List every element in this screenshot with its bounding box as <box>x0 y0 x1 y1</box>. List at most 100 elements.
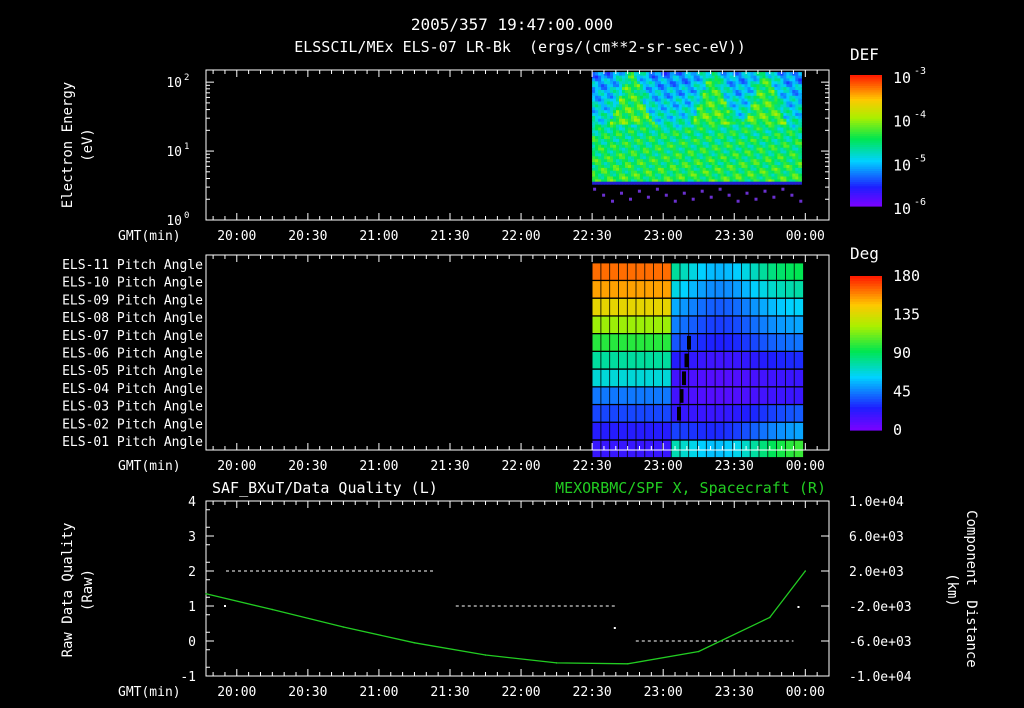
energy-heat-cell <box>628 80 632 85</box>
energy-heat-cell <box>798 92 802 96</box>
energy-heat-cell <box>789 112 793 116</box>
energy-heat-cell <box>684 164 689 168</box>
energy-heat-cell <box>669 175 674 180</box>
energy-heat-cell <box>690 164 695 168</box>
pitch-heat-cell <box>767 351 778 370</box>
energy-heat-cell <box>645 95 650 99</box>
energy-heat-cell <box>777 95 781 99</box>
energy-heat-cell <box>660 129 665 134</box>
energy-heat-cell <box>645 124 650 128</box>
energy-heat-cell <box>622 126 626 131</box>
energy-heat-cell <box>687 149 692 154</box>
energy-heat-cell <box>607 95 611 99</box>
energy-heat-cell <box>639 83 644 88</box>
energy-heat-cell <box>645 132 650 137</box>
energy-heat-cell <box>657 109 662 114</box>
energy-heat-cell <box>747 121 752 125</box>
energy-heat-cell <box>711 126 716 131</box>
pitch-heat-cell <box>688 298 699 317</box>
pitch-heat-cell <box>697 315 708 334</box>
distance-axis-label-2: Distance <box>963 600 979 667</box>
energy-heat-cell <box>631 86 635 90</box>
energy-heat-cell <box>789 181 793 185</box>
energy-heat-cell <box>732 161 737 165</box>
energy-heat-cell <box>625 132 629 137</box>
energy-heat-cell <box>681 89 686 93</box>
energy-heat-cell <box>595 106 599 111</box>
energy-heat-cell <box>642 175 647 180</box>
energy-heat-cell <box>756 141 761 145</box>
energy-heat-cell <box>759 95 764 99</box>
energy-heat-cell <box>592 89 596 93</box>
energy-heat-cell <box>747 112 752 116</box>
energy-heat-cell <box>741 89 746 93</box>
energy-heat-cell <box>622 155 626 160</box>
energy-heat-cell <box>780 155 784 160</box>
energy-heat-cell <box>610 100 614 105</box>
energy-heat-cell <box>613 144 617 148</box>
energy-heat-cell <box>681 98 686 102</box>
energy-heat-cell <box>795 92 799 96</box>
energy-heat-cell <box>783 112 787 116</box>
energy-heat-cell <box>762 124 767 128</box>
energy-heat-cell <box>753 124 758 128</box>
pitch-heat-cell <box>635 351 646 370</box>
pitch-heat-cell <box>600 439 611 458</box>
energy-heat-cell <box>696 144 701 148</box>
energy-heat-cell <box>619 100 623 105</box>
def-colorbar-segment <box>850 127 882 131</box>
energy-heat-cell <box>705 98 710 102</box>
energy-heat-cell <box>607 72 611 76</box>
energy-heat-cell <box>663 106 668 111</box>
pitch-heat-cell <box>705 351 716 370</box>
energy-heat-cell <box>678 173 683 177</box>
energy-heat-cell <box>678 175 683 180</box>
energy-heat-cell <box>625 72 629 76</box>
energy-heat-cell <box>636 106 641 111</box>
energy-heat-cell <box>750 135 755 139</box>
energy-heat-cell <box>613 147 617 151</box>
energy-heat-cell <box>774 152 778 157</box>
energy-heat-cell <box>759 141 764 145</box>
energy-heat-cell <box>642 109 647 114</box>
energy-heat-cell <box>672 132 677 137</box>
energy-heat-cell <box>759 158 764 163</box>
energy-heat-cell <box>613 118 617 122</box>
pitch-heat-cell <box>785 422 796 441</box>
energy-heat-cell <box>741 161 746 165</box>
pitch-heat-cell <box>662 386 673 405</box>
energy-heat-cell <box>717 109 722 114</box>
energy-heat-cell <box>741 118 746 122</box>
energy-heat-cell <box>756 164 761 168</box>
energy-heat-cell <box>729 155 734 160</box>
energy-heat-cell <box>595 164 599 168</box>
energy-heat-cell <box>642 161 647 165</box>
pitch-time-tick-label: 22:00 <box>501 459 540 474</box>
energy-heat-cell <box>672 115 677 119</box>
def-colorbar-segment <box>850 162 882 166</box>
energy-heat-cell <box>639 155 644 160</box>
energy-heat-cell <box>604 124 608 128</box>
pitch-heat-cell <box>662 404 673 423</box>
energy-heat-cell <box>729 178 734 183</box>
energy-heat-cell <box>738 132 743 137</box>
pitch-heat-cell <box>635 298 646 317</box>
energy-heat-cell <box>601 74 605 79</box>
energy-heat-cell <box>595 135 599 139</box>
energy-heat-cell <box>639 138 644 142</box>
energy-heat-cell <box>631 118 635 122</box>
energy-heat-cell <box>708 167 713 171</box>
def-colorbar-title: DEF <box>850 45 879 64</box>
energy-heat-cell <box>729 175 734 180</box>
energy-heat-cell <box>678 152 683 157</box>
energy-heat-cell <box>798 164 802 168</box>
energy-heat-cell <box>687 170 692 174</box>
energy-heat-cell <box>625 141 629 145</box>
energy-heat-cell <box>663 74 668 79</box>
energy-heat-cell <box>711 152 716 157</box>
energy-heat-cell <box>735 95 740 99</box>
energy-heat-cell <box>753 115 758 119</box>
energy-heat-cell <box>634 72 638 76</box>
energy-heat-cell <box>729 118 734 122</box>
